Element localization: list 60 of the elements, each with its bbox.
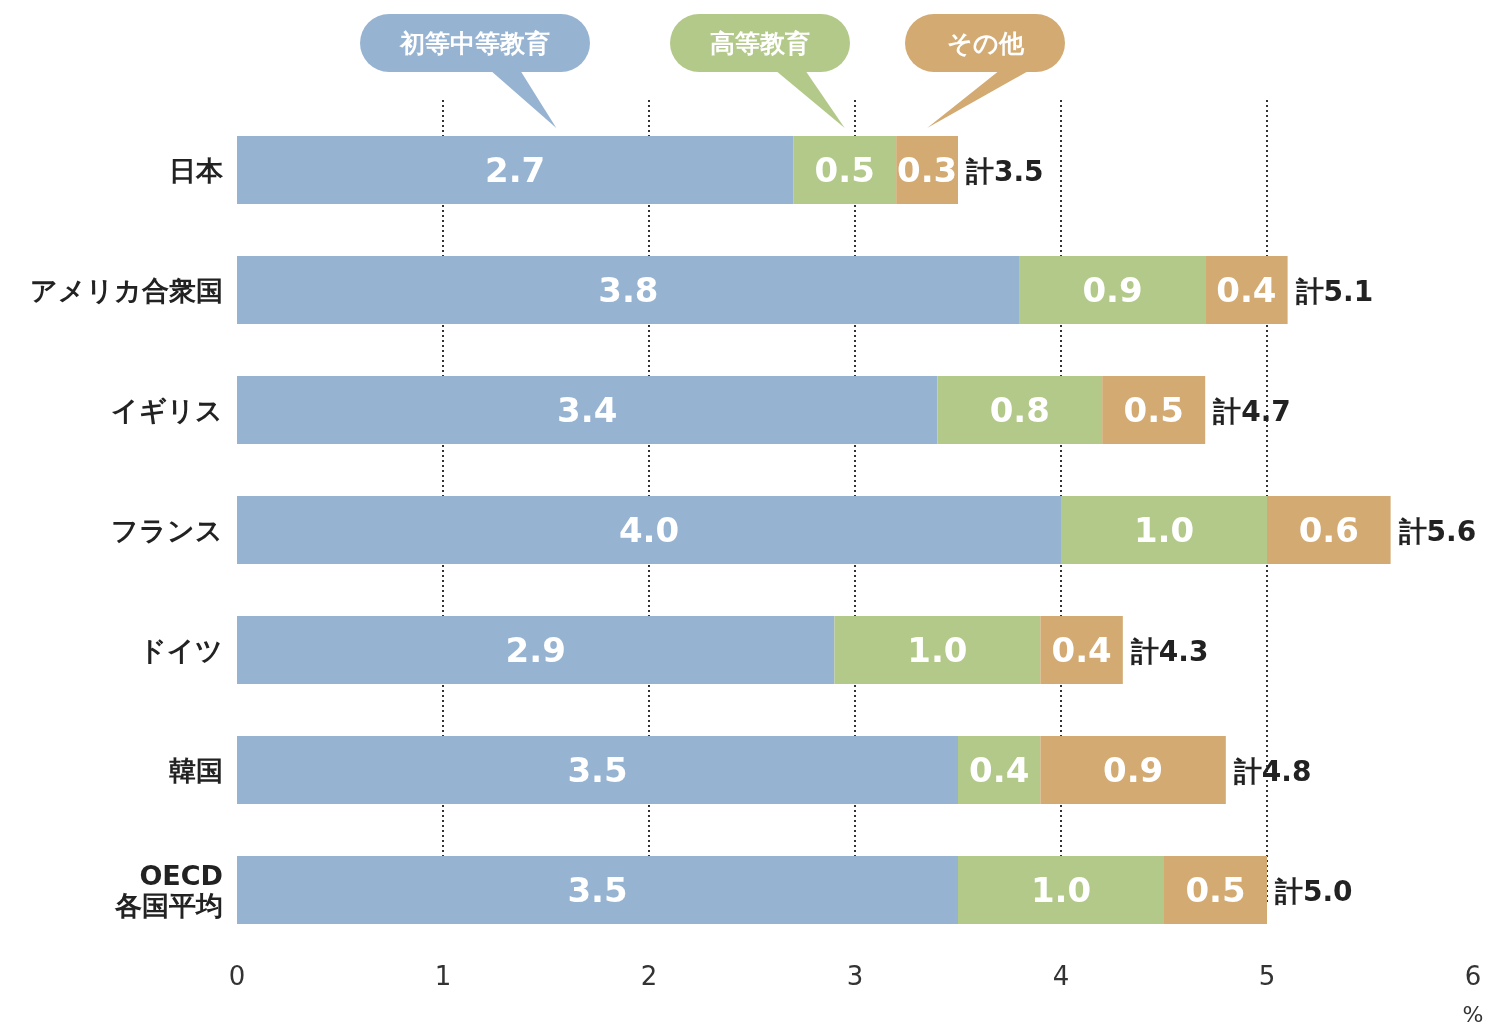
bar [1019, 256, 1206, 324]
bar [937, 376, 1103, 444]
data-label: 3.8 [598, 270, 659, 310]
total-label: 計3.5 [965, 155, 1044, 188]
data-label: 0.4 [1051, 630, 1112, 670]
data-label: 2.7 [484, 150, 546, 190]
total-label: 計5.1 [1294, 275, 1374, 308]
x-tick-label: 0 [228, 961, 246, 991]
bar [1040, 736, 1226, 804]
bar [237, 376, 938, 444]
data-label: 0.4 [969, 750, 1030, 790]
bar [237, 856, 958, 924]
bar [237, 136, 794, 204]
x-tick-label: 1 [434, 961, 452, 991]
bar [834, 616, 1041, 684]
data-label: 0.5 [814, 150, 875, 190]
bar [1061, 496, 1267, 564]
bar [237, 736, 958, 804]
text: その他 [946, 29, 1025, 58]
data-label: 0.5 [1123, 390, 1184, 430]
x-tick-label: 6 [1464, 961, 1482, 991]
total-label: 計4.7 [1212, 395, 1291, 428]
data-label: 0.6 [1298, 510, 1359, 550]
text: 初等中等教育 [399, 29, 550, 58]
data-label: 0.9 [1102, 750, 1164, 790]
data-label: 3.4 [557, 390, 618, 430]
y-tick-label: フランス [111, 515, 223, 546]
x-tick-label: 4 [1052, 961, 1070, 991]
total-label: 計5.6 [1397, 515, 1477, 548]
data-label: 3.5 [567, 870, 628, 910]
data-label: 0.4 [1216, 270, 1277, 310]
data-label: 0.9 [1082, 270, 1143, 310]
data-label: 3.5 [567, 750, 628, 790]
data-label: 1.0 [1133, 510, 1195, 550]
data-label: 2.9 [505, 630, 566, 670]
x-axis-title: % [1462, 1002, 1484, 1027]
x-tick-label: 3 [846, 961, 864, 991]
total-label: 計5.0 [1274, 875, 1353, 908]
y-tick-label: 韓国 [169, 755, 223, 786]
text: 高等教育 [710, 29, 810, 58]
y-tick-label: ドイツ [139, 635, 223, 666]
bar [237, 616, 835, 684]
data-label: 4.0 [618, 510, 680, 550]
x-tick-label: 2 [640, 961, 658, 991]
data-label: 1.0 [907, 630, 968, 670]
data-label: 0.5 [1185, 870, 1246, 910]
total-label: 計4.8 [1232, 755, 1312, 788]
data-label: 0.8 [989, 390, 1050, 430]
bar [237, 496, 1061, 564]
bar [1267, 496, 1391, 564]
bar [958, 856, 1164, 924]
x-tick-label: 5 [1258, 961, 1276, 991]
y-tick-label: アメリカ合衆国 [30, 275, 223, 306]
data-label: 1.0 [1030, 870, 1092, 910]
y-tick-label: イギリス [111, 395, 223, 426]
data-label: 0.3 [896, 150, 958, 190]
y-tick-label: 日本 [169, 155, 224, 186]
y-tick-label: OECD 各国平均 [114, 860, 223, 921]
total-label: 計4.3 [1129, 635, 1209, 668]
bar [237, 256, 1020, 324]
